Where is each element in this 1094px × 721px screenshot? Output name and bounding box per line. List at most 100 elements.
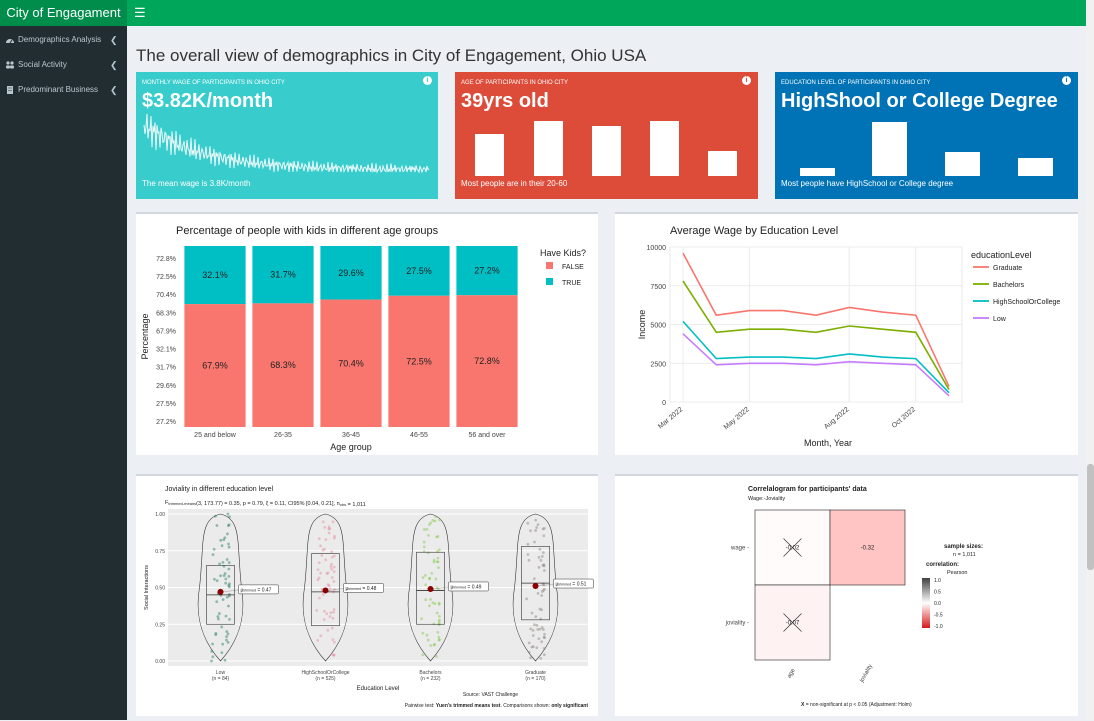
data-point <box>543 636 546 640</box>
mean-point <box>322 587 329 594</box>
data-point <box>420 617 423 621</box>
data-point <box>224 581 228 585</box>
education-bar <box>800 168 835 176</box>
caption-part: Pairwise test: <box>405 703 436 709</box>
data-point <box>328 527 332 531</box>
y-tick-label: 67.9% <box>156 328 176 335</box>
x-tick-label: 36-45 <box>342 432 360 439</box>
bar-false <box>388 295 450 427</box>
data-point <box>421 576 425 579</box>
data-point <box>326 583 330 587</box>
y-tick-label: 70.4% <box>156 292 176 299</box>
x-tick-label: Bachelors <box>419 670 442 676</box>
data-point <box>325 572 329 575</box>
data-point <box>540 608 543 612</box>
data-point <box>212 577 216 581</box>
wage-by-education-chart: Average Wage by Education Level 0 2500 5000… <box>637 225 1060 448</box>
data-point <box>219 574 222 578</box>
data-label: 27.2% <box>474 266 500 276</box>
data-point <box>429 644 433 647</box>
data-point <box>330 550 334 554</box>
data-point <box>428 577 431 581</box>
data-point <box>422 528 426 531</box>
data-point <box>538 627 542 631</box>
series-line <box>682 333 950 397</box>
data-point <box>226 512 230 516</box>
mean-label-sub: trimmed <box>348 587 361 591</box>
y-axis-label: Percentage <box>140 313 150 359</box>
data-point <box>322 618 326 621</box>
info-icon[interactable]: i <box>742 76 751 85</box>
y-tick-label: 27.5% <box>156 401 176 408</box>
data-point <box>525 597 528 601</box>
data-point <box>541 527 545 531</box>
data-point <box>323 547 326 551</box>
data-point <box>321 520 325 524</box>
data-point <box>218 562 222 566</box>
hamburger-icon[interactable]: ☰ <box>134 5 146 20</box>
joviality-chart: Joviality in different education level Ft… <box>144 486 594 709</box>
data-point <box>221 642 225 646</box>
chevron-left-icon: ❮ <box>110 85 118 95</box>
data-point <box>316 638 320 642</box>
data-point <box>220 625 224 629</box>
chart-title: Joviality in different education level <box>165 486 273 493</box>
legend-tick: -0.5 <box>934 613 943 619</box>
col-label: age <box>787 667 798 679</box>
mean-label-leader <box>538 583 554 587</box>
bar-false <box>184 304 246 427</box>
chart-subtitle: Ftrimmed-means(3, 173.77) = 0.35, p = 0.… <box>165 500 366 508</box>
data-point <box>227 567 231 571</box>
data-point <box>429 521 433 525</box>
footnote-part: = non-significant at p < 0.05 (Adjustmen… <box>804 702 912 708</box>
wage-value-box: MONTHLY WAGE OF PARTICIPANTS IN OHIO CIT… <box>136 72 438 199</box>
data-point <box>535 526 539 529</box>
y-tick-label: 68.3% <box>156 310 176 317</box>
data-point <box>219 538 223 542</box>
page-scrollbar-thumb[interactable] <box>1087 464 1094 570</box>
data-point <box>539 657 543 660</box>
x-tick-label: Graduate <box>525 670 546 676</box>
data-point <box>542 635 546 639</box>
sidebar-item-demographics-analysis[interactable]: Demographics Analysis ❮ <box>0 29 127 51</box>
data-point <box>435 535 438 539</box>
data-point <box>531 645 535 649</box>
data-point <box>214 514 217 518</box>
data-point <box>537 556 541 559</box>
value-box-caption: MONTHLY WAGE OF PARTICIPANTS IN OHIO CIT… <box>142 80 285 86</box>
data-point <box>227 542 230 546</box>
data-point <box>329 565 333 568</box>
y-tick-label: 1.00 <box>155 512 165 518</box>
legend-tick: 1.0 <box>934 578 941 584</box>
legend-label: Graduate <box>993 265 1022 272</box>
data-point <box>321 548 325 552</box>
data-point <box>210 659 213 663</box>
box <box>416 551 445 625</box>
page-scrollbar[interactable] <box>1086 0 1094 720</box>
legend-label: TRUE <box>562 280 581 287</box>
info-icon[interactable]: i <box>1062 76 1071 85</box>
data-point <box>217 612 221 615</box>
mean-label-value: = 0.51 <box>571 582 587 588</box>
info-icon[interactable]: i <box>423 76 432 85</box>
data-point <box>329 611 333 615</box>
data-point <box>537 565 541 569</box>
data-point <box>227 561 231 564</box>
data-point <box>332 653 336 657</box>
data-point <box>225 638 228 642</box>
data-label: 72.5% <box>406 356 432 366</box>
kids-by-age-chart: Percentage of people with kids in differ… <box>140 225 586 452</box>
brand-title[interactable]: City of Engagament <box>0 0 127 26</box>
data-point <box>222 538 226 542</box>
data-point <box>332 608 336 611</box>
data-point <box>543 587 546 591</box>
data-point <box>327 584 331 587</box>
data-point <box>316 578 320 582</box>
sidebar-item-predominant-business[interactable]: Predominant Business ❮ <box>0 79 127 101</box>
sidebar-item-social-activity[interactable]: Social Activity ❮ <box>0 54 127 76</box>
data-point <box>540 626 544 629</box>
correlation-value: -0.32 <box>861 546 875 552</box>
data-point <box>317 561 321 565</box>
legend-text: Pearson <box>947 570 968 576</box>
data-point <box>331 520 335 524</box>
